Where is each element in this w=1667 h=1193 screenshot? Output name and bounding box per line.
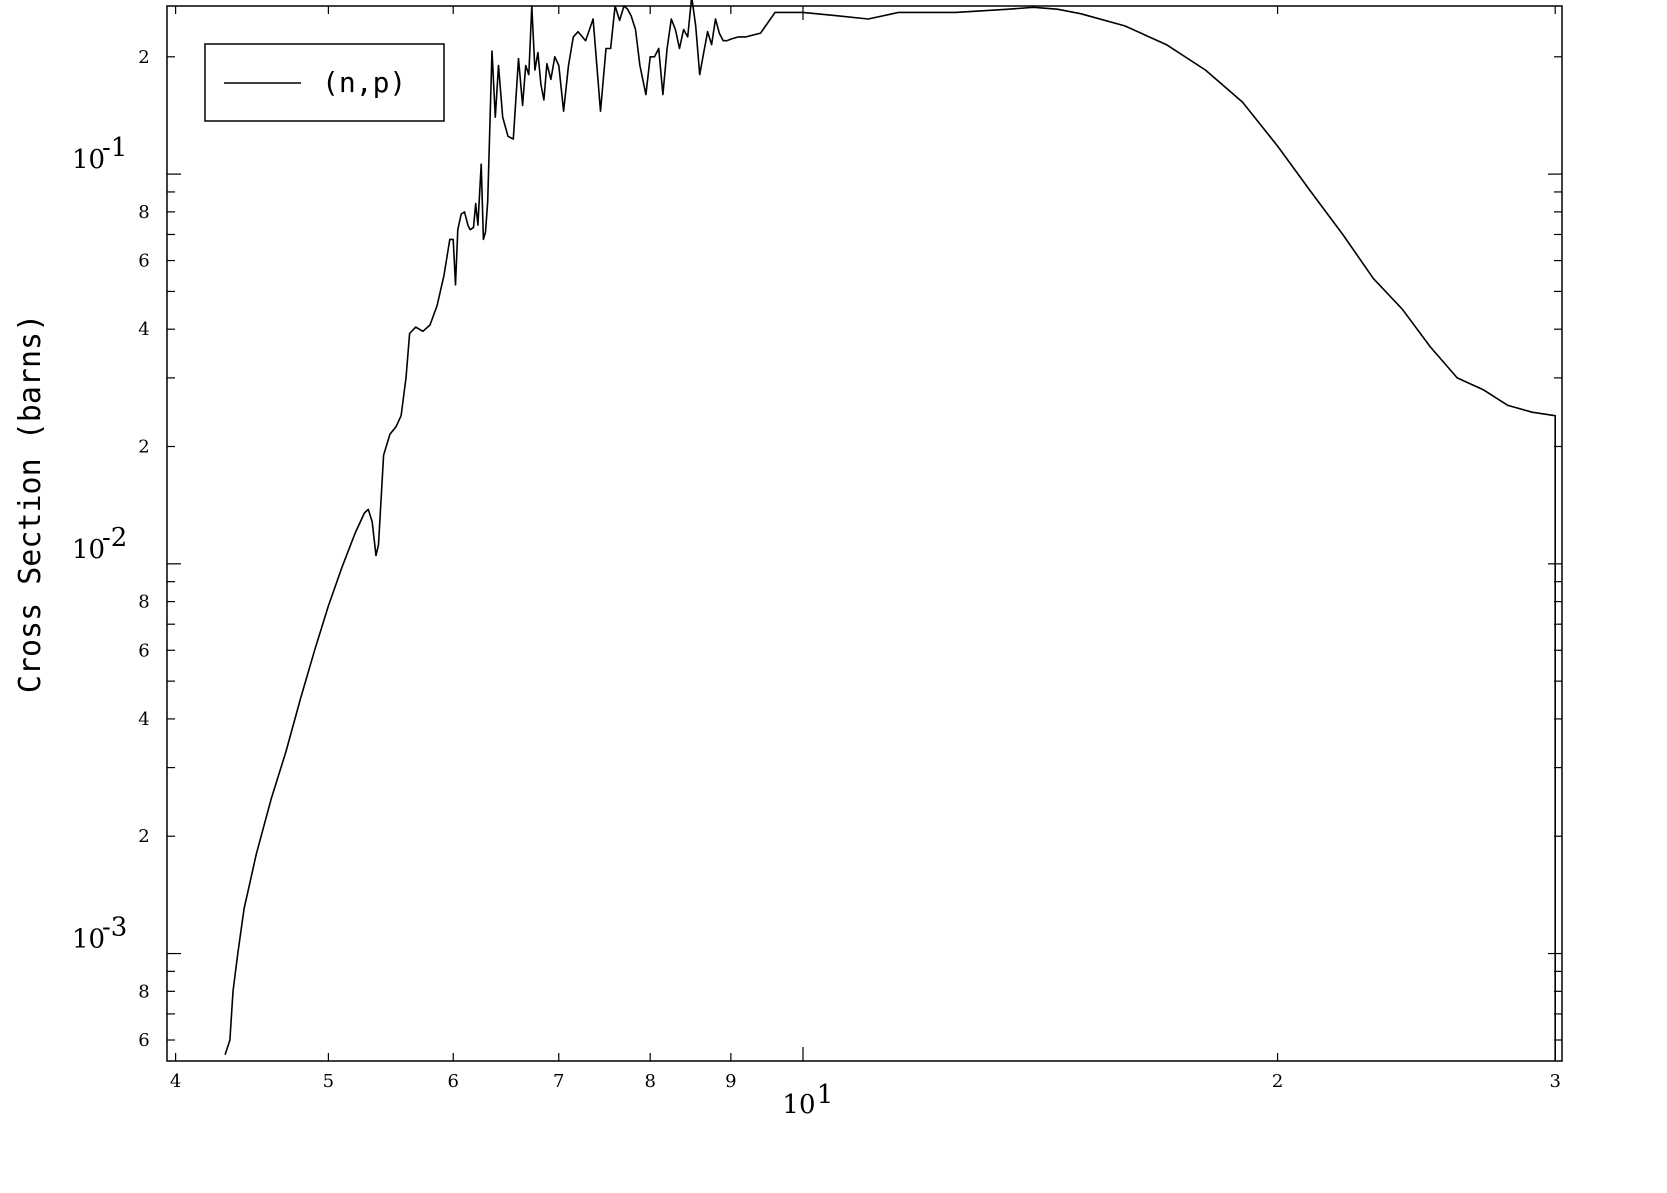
legend-label: (n,p) [322,66,406,99]
y-tick-label: 4 [138,709,149,730]
axis-ticks [167,6,1562,1061]
x-decade-exponent: 1 [817,1080,834,1110]
y-tick-label: 2 [138,826,149,847]
y-decade-exponent: -1 [102,133,127,163]
y-decade-exponent: -2 [102,523,127,553]
y-tick-label: 6 [138,251,149,272]
x-tick-label: 9 [725,1071,736,1092]
y-tick-label: 8 [138,592,149,613]
y-tick-label: 8 [138,981,149,1002]
y-tick-label: 2 [138,47,149,68]
x-tick-label: 4 [170,1071,181,1092]
y-decade-exponent: -3 [102,913,127,943]
y-decade-label: 10 [72,535,105,565]
plot-frame [166,5,1563,1062]
x-decade-label: 10 [782,1090,815,1120]
x-tick-label: 5 [323,1071,334,1092]
y-decade-label: 10 [72,145,105,175]
series-line-n-p [224,0,1556,1061]
y-decade-label: 10 [72,925,105,955]
y-tick-label: 4 [138,319,149,340]
x-tick-label: 6 [448,1071,459,1092]
x-tick-label: 3 [1549,1071,1560,1092]
x-tick-label: 2 [1272,1071,1283,1092]
y-tick-label: 2 [138,437,149,458]
legend: (n,p) [204,43,445,122]
x-tick-label: 8 [644,1071,655,1092]
y-axis-title: Cross Section (barns) [13,314,48,693]
y-tick-label: 6 [138,1030,149,1051]
y-tick-label: 6 [138,640,149,661]
y-tick-label: 8 [138,202,149,223]
x-tick-label: 7 [553,1071,564,1092]
